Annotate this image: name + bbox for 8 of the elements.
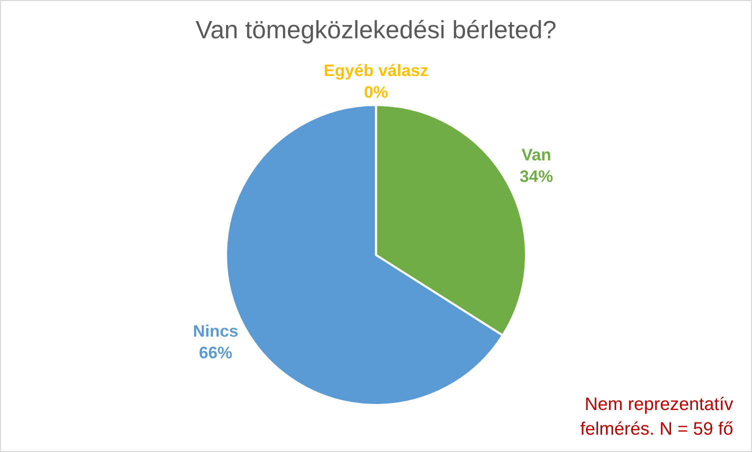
slice-label: Van (522, 148, 550, 161)
text: 0% (364, 86, 388, 98)
slice-label: Nincs (194, 324, 238, 337)
category-label: Egyéb válasz (324, 64, 428, 80)
text: Nem reprezentatív felmérés. N = 59 fő (580, 396, 734, 435)
chart-title: Van tömegközlekedési bérleted? (196, 20, 556, 44)
data-label: 34% (520, 170, 553, 182)
data-label: 66% (200, 346, 232, 358)
